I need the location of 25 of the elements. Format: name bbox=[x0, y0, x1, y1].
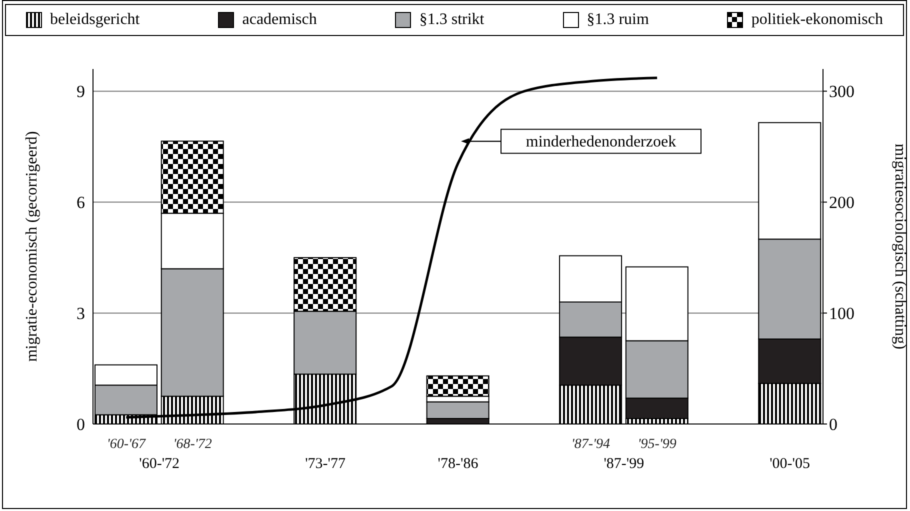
x-tick-label: '78-'86 bbox=[438, 456, 479, 472]
text: '60-'72 bbox=[139, 456, 180, 472]
legend-label: §1.3 ruim bbox=[586, 11, 649, 29]
legend-label: §1.3 strikt bbox=[419, 11, 484, 29]
y-tick-label: 9 bbox=[76, 82, 85, 102]
legend-label: minderhedenonderzoek bbox=[526, 133, 676, 150]
y2-tick-label: 100 bbox=[829, 304, 854, 324]
legend-label: academisch bbox=[242, 11, 317, 29]
y-tick-label: 6 bbox=[76, 193, 85, 212]
x-tick-label: '00-'05 bbox=[770, 456, 810, 472]
x-tick-label: '73-'77 bbox=[305, 456, 346, 472]
y-tick-label: 0 bbox=[76, 415, 85, 434]
legend-label: beleidsgericht bbox=[50, 11, 140, 29]
y2-axis-title: migratiesociologisch (schatting) bbox=[891, 144, 908, 350]
y2-tick-label: 200 bbox=[829, 193, 854, 212]
y2-tick-label: 0 bbox=[829, 415, 838, 434]
x-tick-label: '87-'94 bbox=[571, 437, 610, 452]
y2-tick-label: 300 bbox=[829, 82, 854, 102]
x-tick-label: '68-'72 bbox=[173, 437, 212, 452]
x-tick-label: '60-'67 bbox=[106, 437, 147, 452]
y-axis-title: migratie-economisch (gecorrigeerd) bbox=[24, 131, 41, 362]
text: '87-'99 bbox=[604, 456, 644, 472]
y-tick-label: 3 bbox=[76, 304, 85, 324]
legend-label: politiek-ekonomisch bbox=[751, 11, 883, 29]
x-tick-label: '95-'99 bbox=[638, 437, 676, 452]
